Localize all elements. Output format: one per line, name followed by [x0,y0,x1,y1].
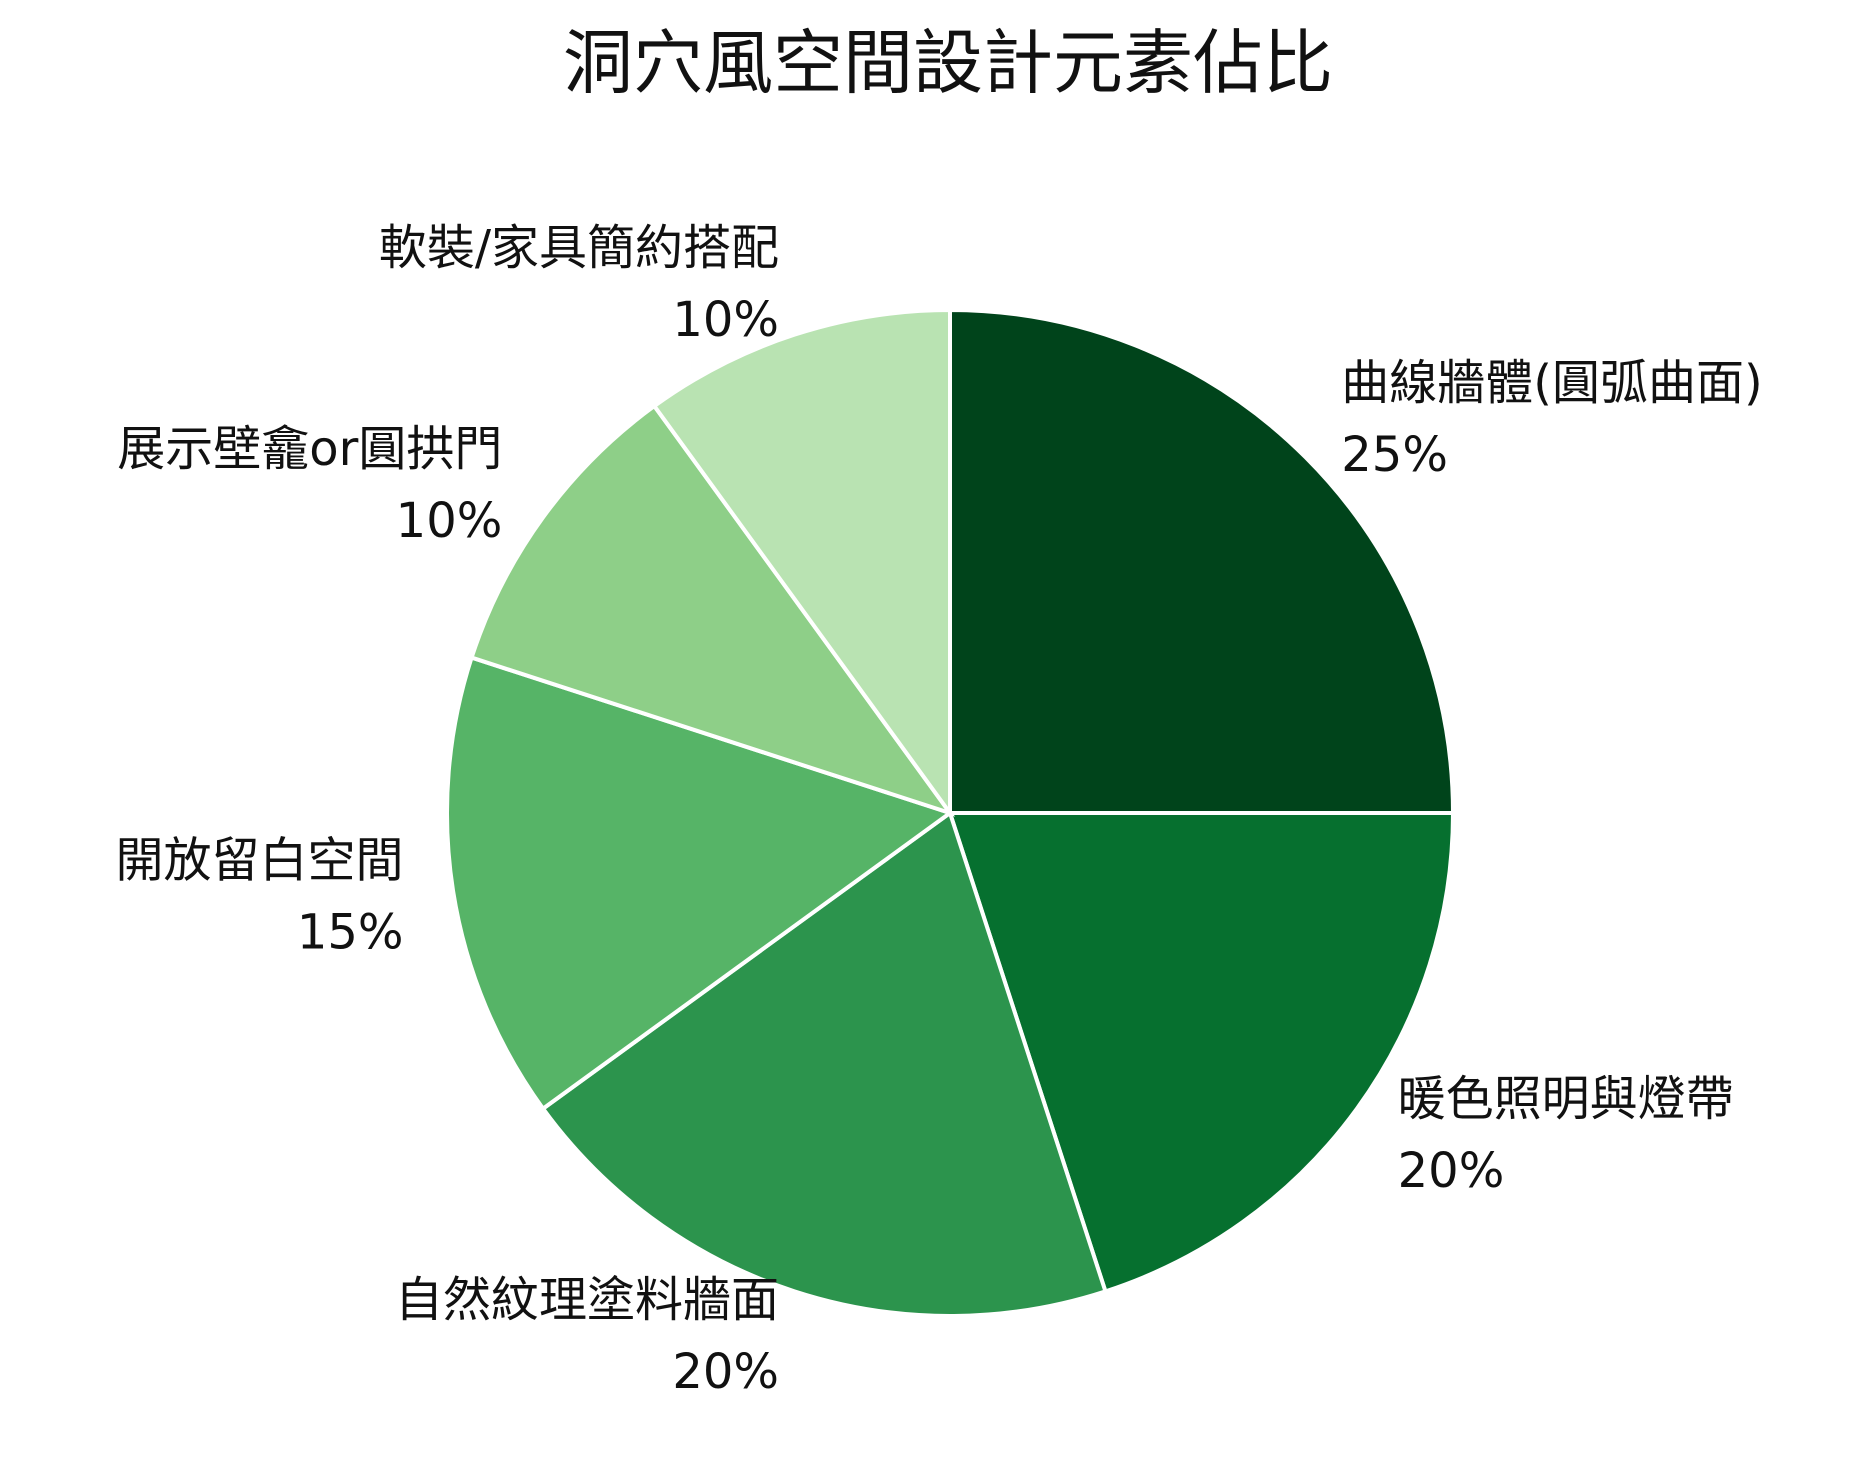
slice-label: 曲線牆體(圓弧曲面) [1341,355,1762,411]
value-label: 20% [1398,1143,1505,1199]
slice-label: 開放留白空間 [115,833,403,889]
pie-slice [540,809,1108,1318]
chart-title: 洞穴風空間設計元素佔比 [563,22,1333,104]
value-label: 10% [672,292,779,348]
value-label: 10% [396,493,503,549]
slice-label: 暖色照明與燈帶 [1398,1071,1734,1127]
slice-label: 自然紋理塗料牆面 [395,1272,779,1328]
pie-slice [445,655,955,1112]
value-label: 15% [297,905,404,961]
slice-label: 軟裝/家具簡約搭配 [379,220,779,276]
pie-slice [651,307,952,820]
value-label: 20% [672,1344,779,1400]
value-label: 25% [1341,427,1448,483]
pie-slice [947,811,1456,1294]
slice-label: 展示壁龕or圓拱門 [117,421,502,477]
pie-slice [469,403,956,817]
pie-slice [948,307,1456,815]
